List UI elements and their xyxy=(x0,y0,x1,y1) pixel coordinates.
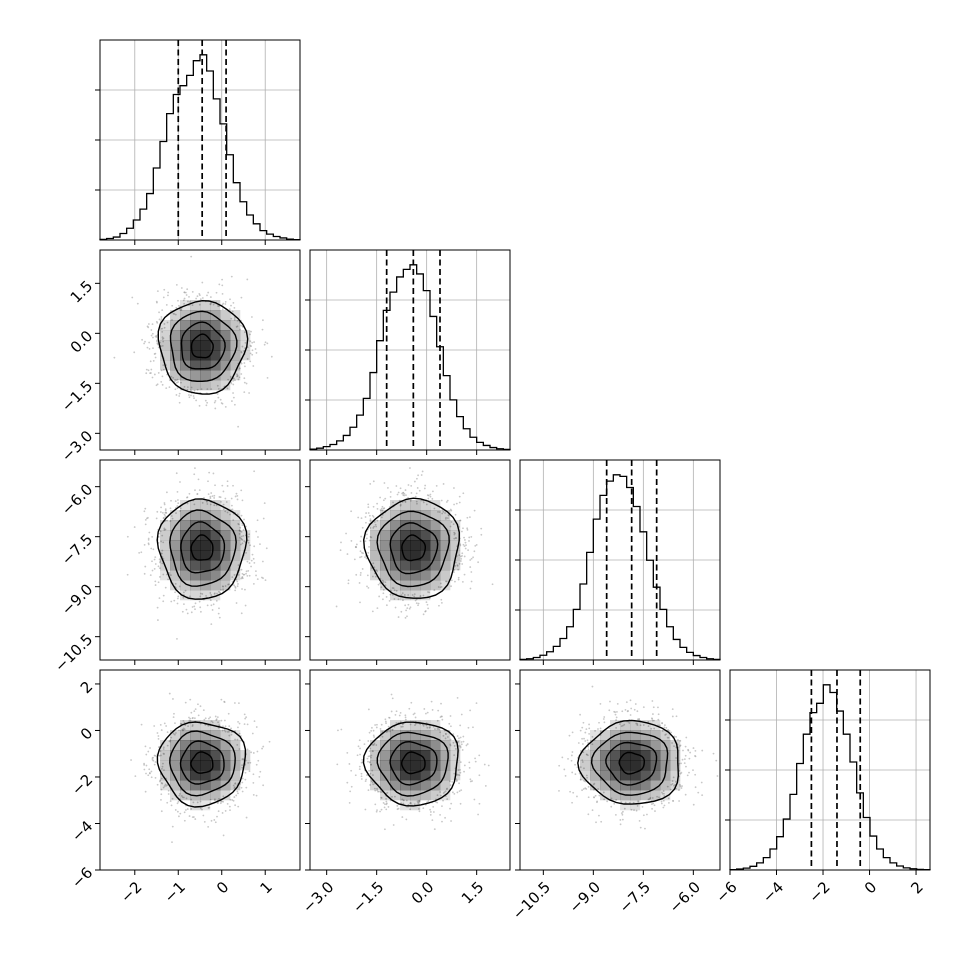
contour-3 xyxy=(362,721,459,807)
x-tick-label-3-3: 0 xyxy=(861,878,880,897)
panel-frame xyxy=(99,249,301,451)
contour-2 xyxy=(376,731,449,797)
contour-0 xyxy=(618,751,646,775)
contour-2 xyxy=(590,731,669,796)
contour-1 xyxy=(605,741,658,786)
x-tick-label-1-1: −1.5 xyxy=(349,878,387,916)
y-tick-label-2-1: −9.0 xyxy=(58,580,96,618)
contour-1 xyxy=(179,740,225,785)
panel-frame xyxy=(99,669,301,871)
scatter-panel-0-1 xyxy=(99,249,301,451)
x-tick-label-1-0: −3.0 xyxy=(299,878,337,916)
contour-2 xyxy=(169,730,236,797)
contour-0 xyxy=(190,534,214,561)
x-tick-label-3-2: −2 xyxy=(805,878,833,906)
contour-1 xyxy=(389,740,438,786)
y-tick-label-1-3: 1.5 xyxy=(67,277,97,307)
contour-2 xyxy=(169,310,238,382)
contour-3 xyxy=(156,721,247,808)
scatter-panel-2-3 xyxy=(519,669,721,871)
x-tick-label-3-1: −4 xyxy=(759,878,787,906)
x-tick-label-1-2: 0.0 xyxy=(408,878,438,908)
panel-frame xyxy=(729,669,931,871)
contour-3 xyxy=(577,719,680,805)
scatter-panel-0-2 xyxy=(99,459,301,661)
contour-1 xyxy=(389,522,439,575)
y-tick-label-2-2: −7.5 xyxy=(58,530,96,568)
x-tick-label-0-0: −2 xyxy=(117,878,145,906)
panel-frame xyxy=(519,669,721,871)
y-tick-label-3-2: −2 xyxy=(68,771,96,799)
histogram-step-1 xyxy=(309,264,511,451)
sample-points xyxy=(336,693,490,831)
histogram-step-3 xyxy=(729,684,931,871)
histogram-step-0 xyxy=(99,54,301,241)
contour-3 xyxy=(362,497,461,599)
histogram-panel-0 xyxy=(95,39,301,241)
x-tick-label-3-0: −6 xyxy=(712,878,740,906)
y-tick-label-1-2: 0.0 xyxy=(67,327,97,357)
panel-frame xyxy=(99,459,301,661)
scatter-panel-1-2 xyxy=(309,459,511,661)
x-tick-label-2-2: −7.5 xyxy=(616,878,654,916)
y-tick-label-1-1: −1.5 xyxy=(58,377,96,415)
histogram-panel-3 xyxy=(725,669,931,871)
panel-frame xyxy=(309,249,511,451)
panel-frame xyxy=(519,459,721,661)
sample-points xyxy=(113,255,273,428)
contour-3 xyxy=(156,498,248,600)
contour-0 xyxy=(400,751,426,775)
histogram-step-2 xyxy=(519,474,721,661)
contour-0 xyxy=(401,534,426,562)
scatter-panel-0-3 xyxy=(99,669,301,871)
panel-frame xyxy=(309,459,511,661)
scatter-panel-1-3 xyxy=(309,669,511,871)
y-tick-label-3-3: 0 xyxy=(77,724,96,743)
y-tick-label-3-0: −6 xyxy=(68,864,96,892)
contour-1 xyxy=(180,321,226,370)
x-tick-label-0-1: −1 xyxy=(161,878,189,906)
contour-1 xyxy=(180,521,226,574)
sample-points xyxy=(558,685,719,830)
x-tick-label-1-3: 1.5 xyxy=(458,878,488,908)
y-tick-label-2-3: −6.0 xyxy=(58,480,96,518)
x-tick-label-2-1: −9.0 xyxy=(566,878,604,916)
histogram-panel-1 xyxy=(305,249,511,451)
contour-0 xyxy=(190,333,214,359)
panel-frame xyxy=(309,669,511,871)
histogram-panel-2 xyxy=(515,459,721,661)
y-tick-label-1-0: −3.0 xyxy=(58,427,96,465)
panel-frame xyxy=(99,39,301,241)
y-tick-label-3-1: −4 xyxy=(68,817,96,845)
x-tick-label-3-4: 2 xyxy=(907,878,926,897)
contour-0 xyxy=(190,751,214,774)
x-tick-label-0-2: 0 xyxy=(213,878,232,897)
x-tick-label-2-0: −10.5 xyxy=(509,878,554,923)
x-tick-label-2-3: −6.0 xyxy=(666,878,704,916)
x-tick-label-0-3: 1 xyxy=(256,878,275,897)
y-tick-label-2-0: −10.5 xyxy=(51,630,96,675)
y-tick-label-3-4: 2 xyxy=(77,678,96,697)
contour-2 xyxy=(169,509,237,587)
contour-3 xyxy=(157,299,249,395)
contour-2 xyxy=(376,510,450,588)
